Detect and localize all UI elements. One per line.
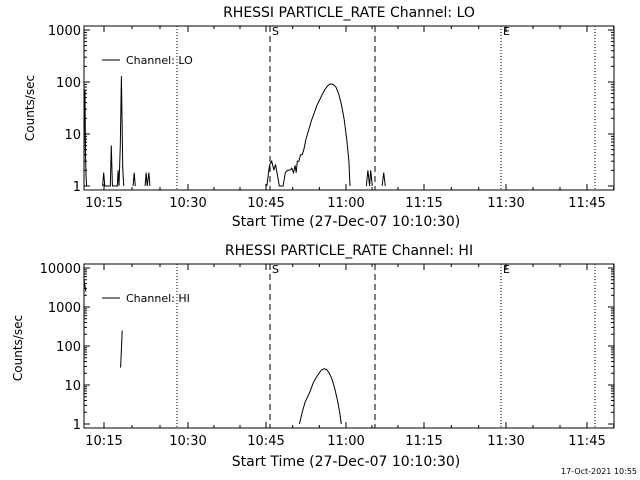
plot-frame [83,263,615,429]
y-axis-ticks: 1 10 100 1000 [48,24,614,195]
legend-label: Channel: LO [126,54,193,67]
chart-title: RHESSI PARTICLE_RATE Channel: LO [223,5,475,21]
chart-title: RHESSI PARTICLE_RATE Channel: HI [225,243,473,259]
marker-label: S [272,25,279,38]
x-axis-label: Start Time (27-Dec-07 10:10:30) [232,214,460,230]
gridlines: SE [176,25,596,190]
x-tick-label: 10:15 [85,434,122,449]
timestamp: 17-Oct-2021 10:55 [561,467,637,476]
y-tick-label: 100 [56,340,81,355]
x-tick-label: 10:15 [85,196,122,211]
y-tick-label: 10 [64,128,81,143]
x-tick-label: 11:30 [487,434,524,449]
series-line [83,279,342,425]
y-tick-label: 100 [56,76,81,91]
x-axis-label: Start Time (27-Dec-07 10:10:30) [232,454,460,470]
marker-label: S [272,263,279,276]
x-tick-label: 10:45 [247,434,284,449]
y-tick-label: 10 [64,379,81,394]
legend-label: Channel: HI [126,292,190,305]
panel-lo: RHESSI PARTICLE_RATE Channel: LO SE 1101… [23,5,615,230]
x-tick-label: 11:00 [327,434,364,449]
x-tick-label: 11:00 [327,196,364,211]
x-tick-label: 11:15 [405,434,442,449]
y-tick-label: 1 [73,418,81,433]
x-tick-label: 10:30 [169,434,206,449]
y-tick-label: 1000 [48,24,81,39]
y-axis-ticks: 1 10 100 1000 10000 [40,262,614,433]
x-tick-label: 10:30 [169,196,206,211]
x-tick-label: 11:45 [568,196,605,211]
series-lines [83,279,342,425]
y-tick-label: 1 [73,180,81,195]
y-axis-label: Counts/sec [23,75,37,141]
gridlines: SE [176,263,596,428]
panel-hi: RHESSI PARTICLE_RATE Channel: HI SE 1101… [11,243,615,470]
x-axis-ticks: 10:15 10:30 10:45 11:00 11:15 11:30 11:45 [85,26,615,211]
series-lines [83,76,386,187]
y-tick-label: 10000 [40,262,81,277]
x-tick-label: 10:45 [247,196,284,211]
series-line [83,76,386,187]
x-tick-label: 11:15 [405,196,442,211]
x-axis-ticks: 10:15 10:30 10:45 11:00 11:15 11:30 11:45 [85,264,615,449]
x-tick-label: 11:45 [568,434,605,449]
y-axis-label: Counts/sec [11,315,25,381]
x-tick-label: 11:30 [487,196,524,211]
y-tick-label: 1000 [48,301,81,316]
